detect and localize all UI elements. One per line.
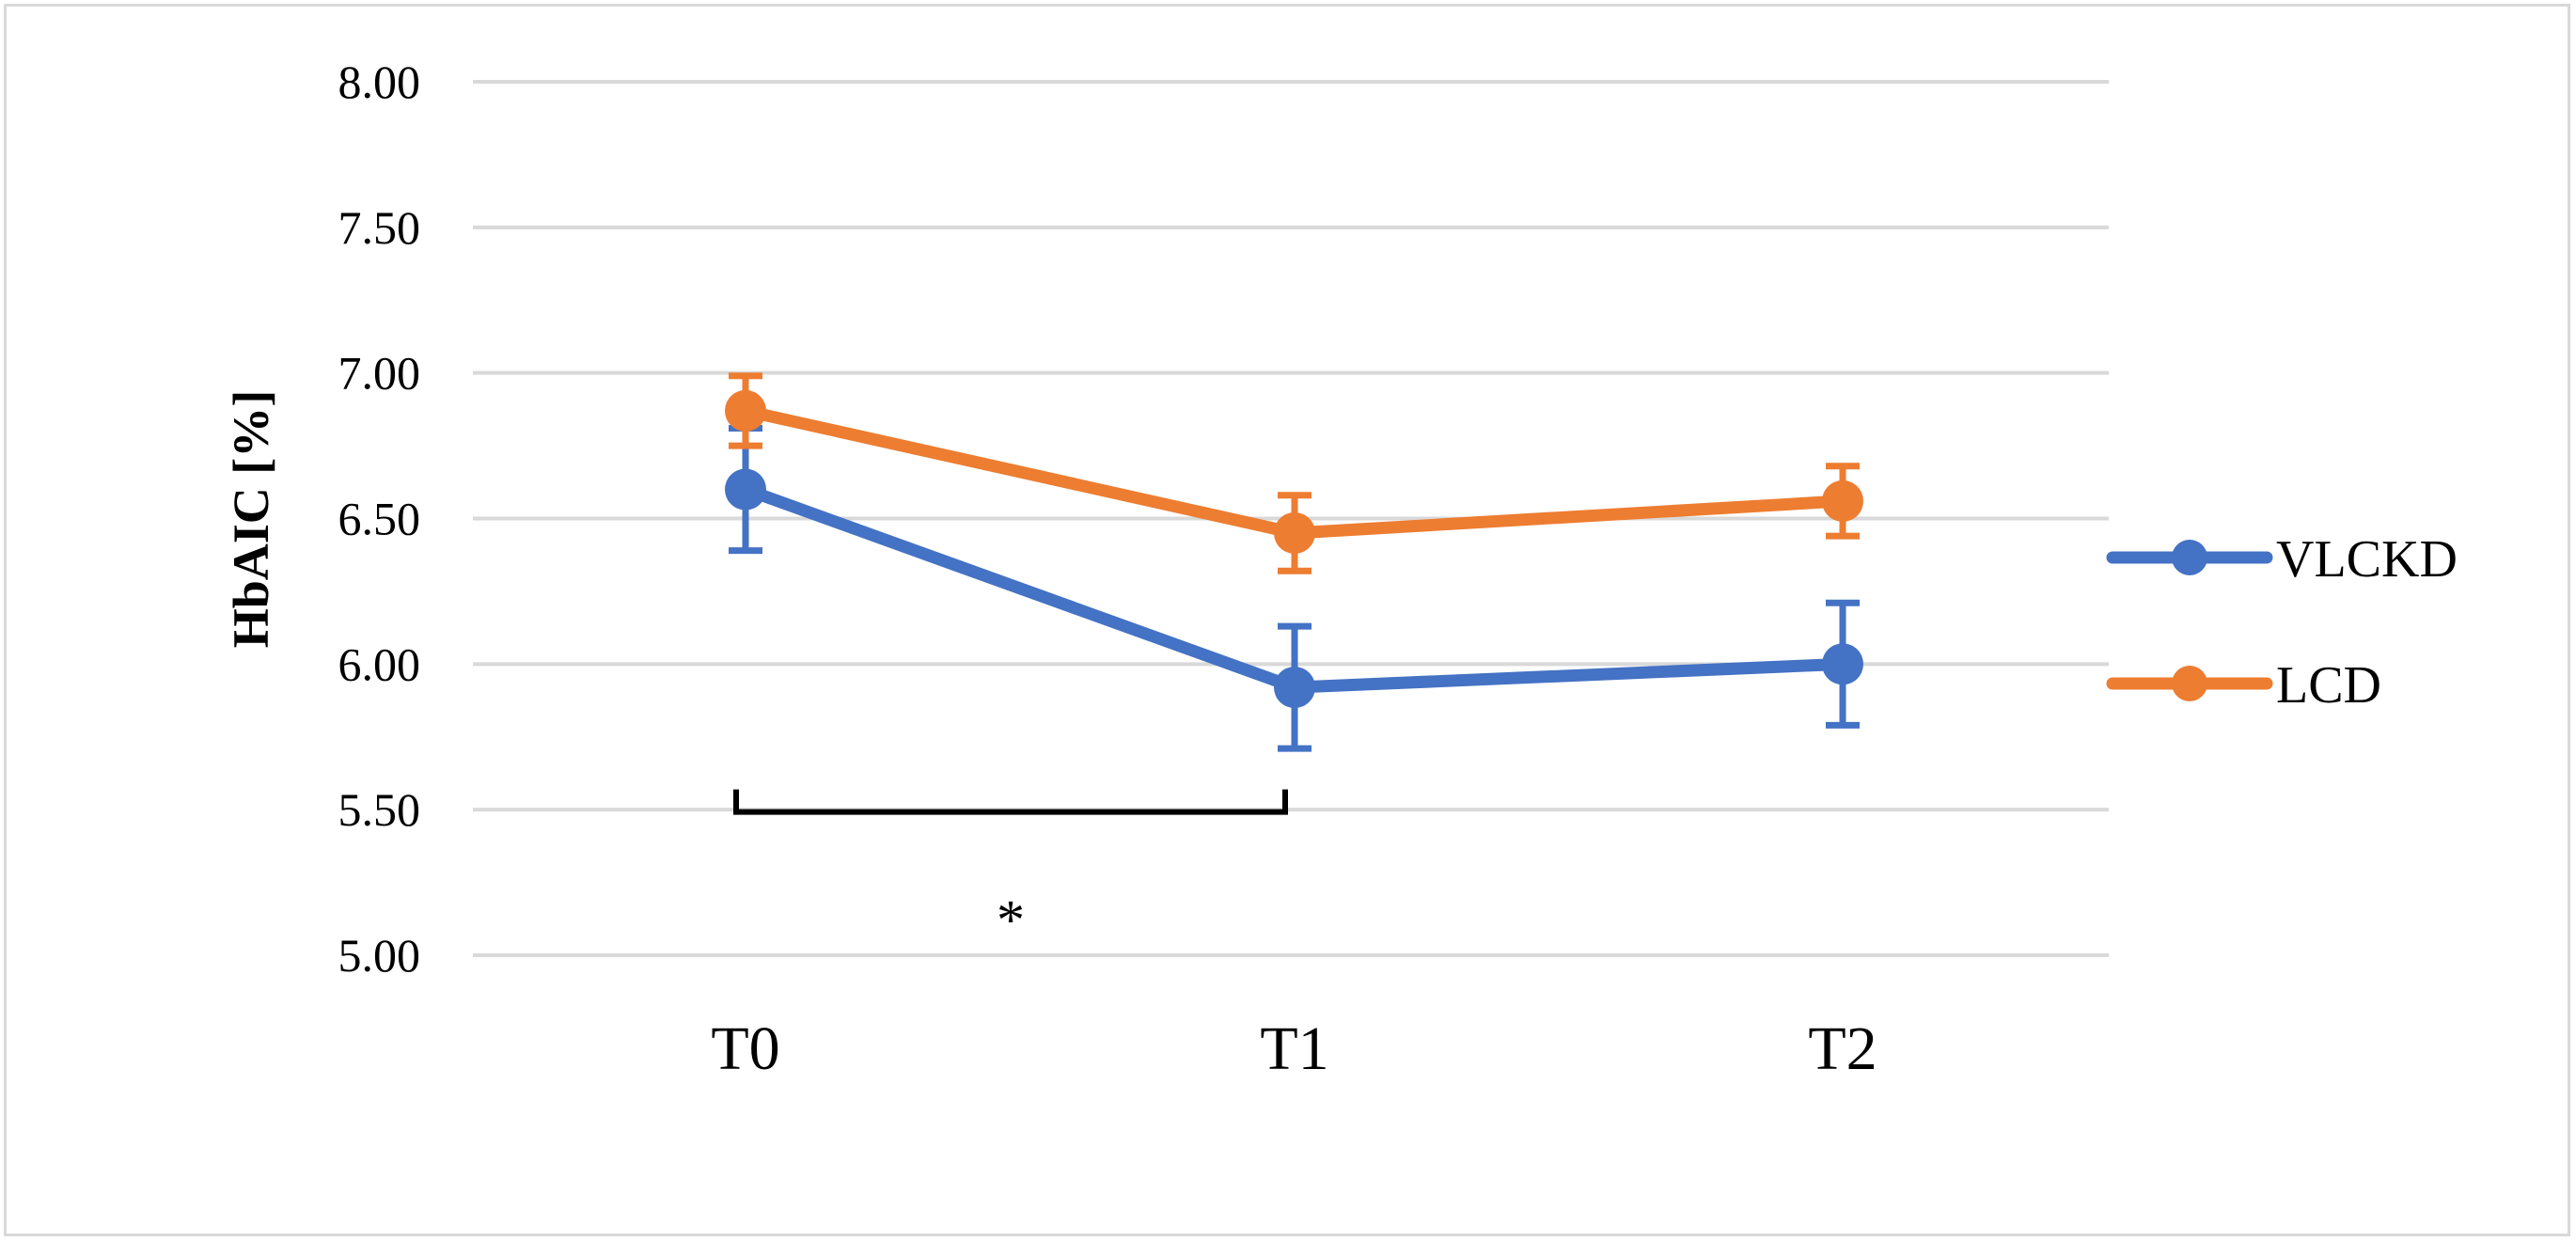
y-tick-label: 7.00: [338, 347, 421, 400]
series-lcd: [725, 372, 1863, 574]
chart-frame: 5.00 5.50 6.00 6.50 7.00 7.50 8.00 T0 T1 T2 * VL…: [4, 4, 2570, 1236]
data-point-lcd: [725, 389, 766, 432]
legend-marker-vlckd: [2172, 540, 2207, 575]
significance-star: *: [997, 889, 1025, 951]
x-tick-label: T2: [1808, 1014, 1877, 1083]
chart-plot: 5.00 5.50 6.00 6.50 7.00 7.50 8.00 T0 T1 T2 * VL…: [223, 55, 2458, 1083]
data-point-vlckd: [725, 468, 766, 511]
data-point-lcd: [1274, 511, 1315, 554]
x-tick-label: T0: [711, 1014, 779, 1083]
legend-label-vlckd: VLCKD: [2276, 530, 2458, 589]
y-axis-ticks: 5.00 5.50 6.00 6.50 7.00 7.50 8.00: [338, 55, 421, 982]
significance-bracket: [733, 789, 1288, 815]
y-tick-label: 7.50: [338, 201, 421, 254]
x-axis-labels: T0 T1 T2: [711, 1014, 1877, 1083]
data-point-vlckd: [1274, 667, 1315, 709]
data-series: [725, 372, 1863, 752]
y-axis-title: HbAIC [%]: [223, 390, 279, 649]
legend-label-lcd: LCD: [2276, 656, 2381, 715]
legend: VLCKD LCD: [2106, 530, 2458, 715]
significance-annotations: *: [733, 789, 1288, 951]
legend-marker-lcd: [2172, 666, 2207, 701]
x-tick-label: T1: [1260, 1014, 1328, 1083]
y-tick-label: 5.50: [338, 783, 421, 836]
data-point-vlckd: [1822, 643, 1863, 685]
y-tick-label: 5.00: [338, 929, 421, 982]
y-tick-label: 8.00: [338, 55, 421, 108]
y-tick-label: 6.50: [338, 493, 421, 545]
y-tick-label: 6.00: [338, 637, 421, 690]
data-point-lcd: [1822, 480, 1863, 522]
series-vlckd: [725, 425, 1863, 752]
